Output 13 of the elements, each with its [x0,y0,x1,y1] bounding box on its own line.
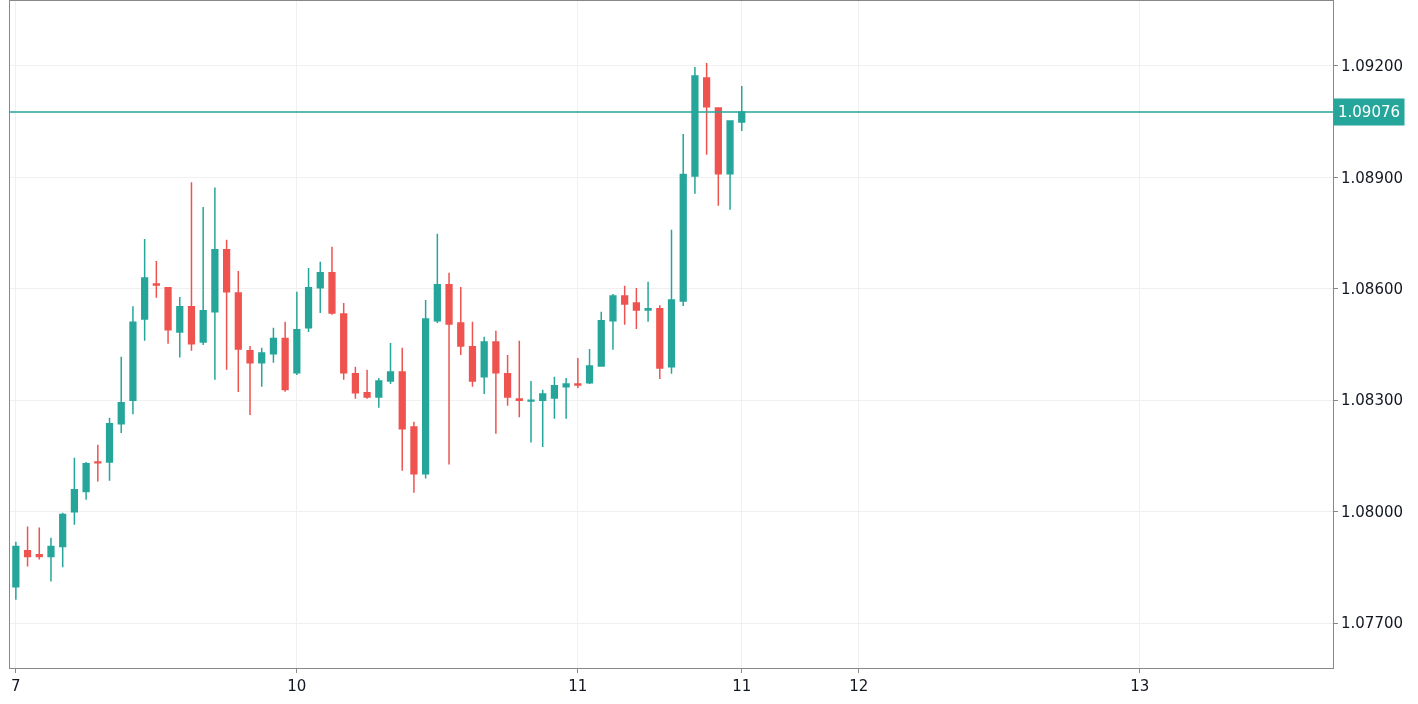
x-tick-label: 12 [849,677,869,695]
ref-line-label: 1.09076 [1338,103,1401,121]
y-tick-label: 1.08900 [1341,168,1404,187]
x-tick-label: 11 [732,677,752,695]
x-tick-label: 7 [11,677,21,695]
x-tick-label: 13 [1130,677,1150,695]
y-tick-label: 1.07700 [1341,614,1404,633]
y-tick-label: 1.09200 [1341,57,1404,76]
y-tick-label: 1.08000 [1341,502,1404,521]
y-tick-label: 1.08600 [1341,280,1404,299]
y-tick-label: 1.08300 [1341,391,1404,410]
x-tick-label: 10 [287,677,307,695]
x-tick-label: 11 [568,677,588,695]
